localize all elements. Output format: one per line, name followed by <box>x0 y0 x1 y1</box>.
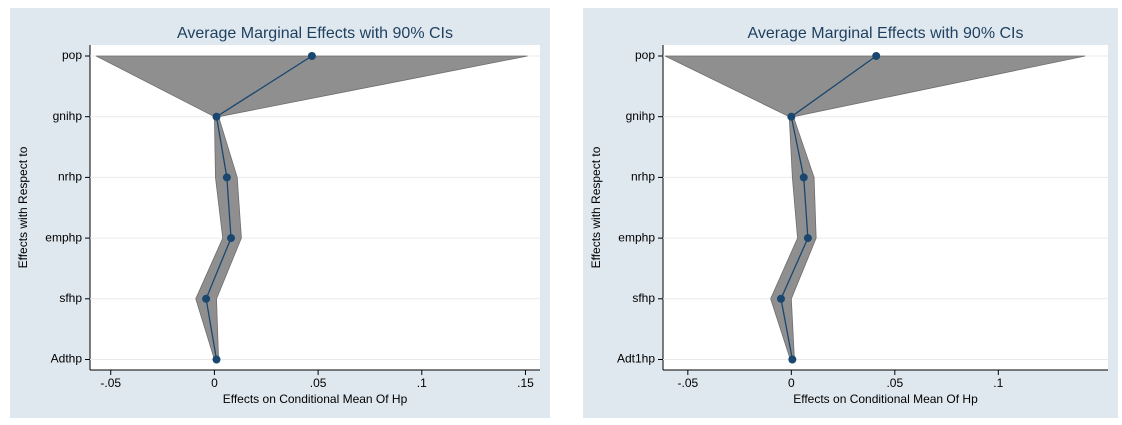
y-tick-label: emphp <box>618 230 655 244</box>
effect-point <box>222 173 231 182</box>
x-tick-label: 0 <box>788 376 795 390</box>
effect-point <box>803 234 812 243</box>
x-tick-label: .1 <box>993 376 1003 390</box>
effect-point <box>212 112 221 121</box>
y-axis-label: Effects with Respect to <box>589 146 603 268</box>
effect-point <box>787 112 796 121</box>
y-tick-label: Adthp <box>51 352 83 366</box>
effect-point <box>307 52 316 60</box>
x-tick-label: .05 <box>886 376 903 390</box>
effect-point <box>788 355 797 364</box>
x-tick-label: .15 <box>517 376 534 390</box>
chart-title: Average Marginal Effects with 90% CIs <box>177 25 453 42</box>
y-tick-label: sfhp <box>632 291 655 305</box>
chart-title: Average Marginal Effects with 90% CIs <box>748 25 1024 42</box>
y-tick-label: pop <box>635 48 655 62</box>
effect-point <box>776 294 785 303</box>
y-tick-label: sfhp <box>59 291 82 305</box>
effect-point <box>799 173 808 182</box>
plot-area <box>90 45 540 370</box>
y-axis-label: Effects with Respect to <box>16 146 30 268</box>
effect-point <box>227 234 236 243</box>
y-tick-label: gnihp <box>626 109 656 123</box>
x-tick-label: -.05 <box>100 376 121 390</box>
y-tick-label: pop <box>62 48 82 62</box>
y-tick-label: nrhp <box>631 170 655 184</box>
plot-area <box>663 45 1108 370</box>
x-tick-label: .1 <box>417 376 427 390</box>
y-tick-label: gnihp <box>53 109 83 123</box>
effect-point <box>212 355 221 364</box>
effect-line <box>780 55 877 360</box>
effect-point <box>202 294 211 303</box>
y-tick-label: nrhp <box>58 170 82 184</box>
x-tick-label: -.05 <box>677 376 698 390</box>
x-tick-label: .05 <box>310 376 327 390</box>
effect-line <box>205 55 313 360</box>
x-tick-label: 0 <box>211 376 218 390</box>
y-tick-label: Adt1hp <box>617 352 655 366</box>
effect-point <box>872 52 881 60</box>
x-axis-label: Effects on Conditional Mean Of Hp <box>223 392 408 406</box>
x-axis-label: Effects on Conditional Mean Of Hp <box>793 392 978 406</box>
y-tick-label: emphp <box>45 230 82 244</box>
